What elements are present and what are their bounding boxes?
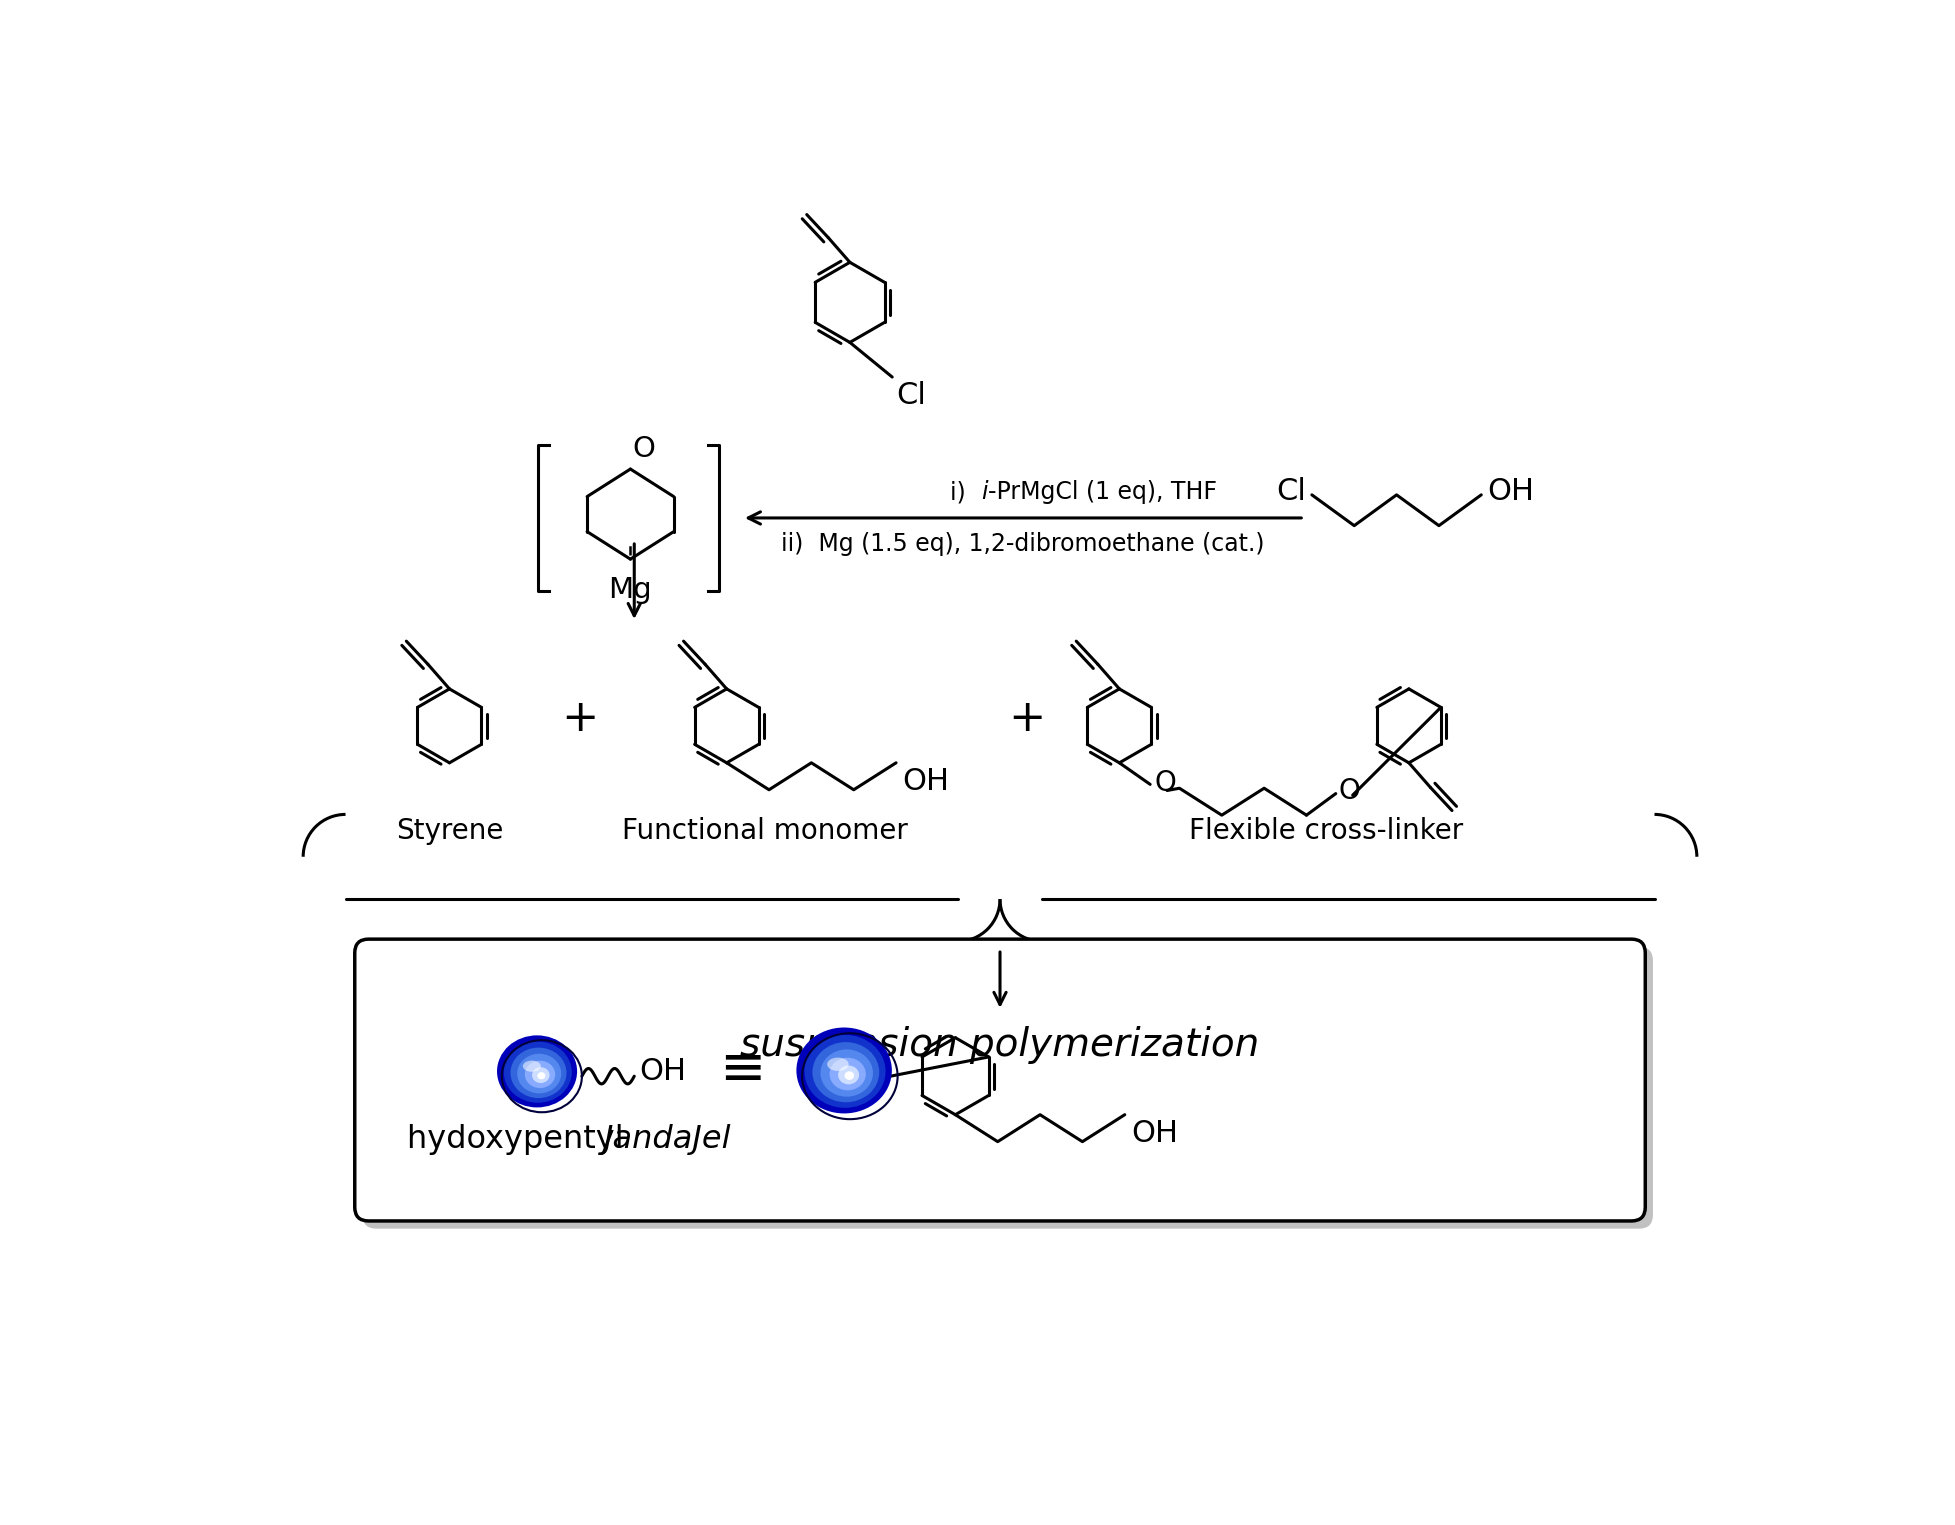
Text: Mg: Mg bbox=[608, 576, 653, 604]
Ellipse shape bbox=[796, 1028, 891, 1113]
Text: Functional monomer: Functional monomer bbox=[622, 817, 909, 845]
Text: O: O bbox=[1153, 769, 1175, 798]
Ellipse shape bbox=[510, 1048, 567, 1098]
Text: i: i bbox=[981, 480, 987, 505]
Text: ii)  Mg (1.5 eq), 1,2-dibromoethane (cat.): ii) Mg (1.5 eq), 1,2-dibromoethane (cat.… bbox=[782, 532, 1265, 555]
Text: OH: OH bbox=[1488, 476, 1535, 505]
Text: OH: OH bbox=[901, 767, 950, 796]
Text: suspension polymerization: suspension polymerization bbox=[741, 1026, 1259, 1064]
Ellipse shape bbox=[845, 1072, 854, 1080]
Text: i): i) bbox=[950, 480, 981, 505]
Ellipse shape bbox=[538, 1072, 545, 1080]
Text: Flexible cross-linker: Flexible cross-linker bbox=[1189, 817, 1462, 845]
Text: O: O bbox=[1337, 778, 1361, 805]
FancyBboxPatch shape bbox=[354, 939, 1646, 1222]
Text: OH: OH bbox=[1130, 1118, 1179, 1147]
Text: -PrMgCl (1 eq), THF: -PrMgCl (1 eq), THF bbox=[989, 480, 1218, 505]
Ellipse shape bbox=[829, 1058, 866, 1090]
Ellipse shape bbox=[804, 1035, 886, 1107]
Ellipse shape bbox=[839, 1066, 858, 1084]
Text: hydoxypentyl: hydoxypentyl bbox=[407, 1124, 633, 1154]
Ellipse shape bbox=[497, 1035, 577, 1107]
FancyBboxPatch shape bbox=[362, 947, 1654, 1229]
Ellipse shape bbox=[827, 1057, 848, 1071]
Text: JandaJel: JandaJel bbox=[604, 1124, 731, 1154]
Text: OH: OH bbox=[639, 1057, 686, 1086]
Text: ≡: ≡ bbox=[719, 1043, 764, 1096]
Text: Cl: Cl bbox=[895, 381, 927, 410]
Text: +: + bbox=[1009, 697, 1046, 740]
Ellipse shape bbox=[821, 1049, 874, 1096]
Text: Cl: Cl bbox=[1277, 476, 1306, 505]
Ellipse shape bbox=[813, 1042, 880, 1103]
Ellipse shape bbox=[522, 1060, 542, 1072]
Ellipse shape bbox=[532, 1068, 549, 1083]
Ellipse shape bbox=[518, 1054, 561, 1093]
Text: +: + bbox=[561, 697, 598, 740]
Text: Styrene: Styrene bbox=[395, 817, 502, 845]
Ellipse shape bbox=[504, 1042, 571, 1103]
Text: O: O bbox=[633, 435, 655, 462]
Ellipse shape bbox=[524, 1061, 555, 1087]
